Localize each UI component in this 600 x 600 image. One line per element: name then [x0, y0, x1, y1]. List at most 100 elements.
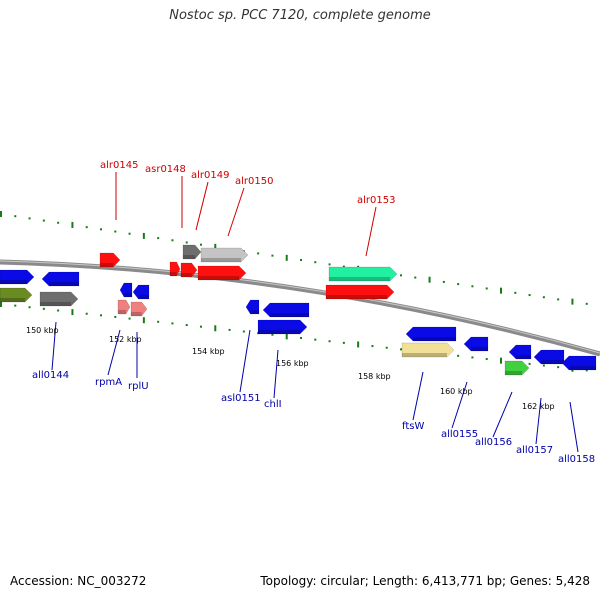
outer-tick-mark — [528, 294, 531, 297]
gene-arrow[interactable] — [533, 349, 565, 365]
outer-tick-mark — [185, 241, 188, 244]
gene-label-alr0149[interactable]: alr0149 — [191, 170, 229, 181]
inner-tick-mark — [114, 315, 117, 318]
gene-arrow[interactable] — [130, 301, 148, 317]
gene-arrow[interactable] — [257, 319, 308, 335]
inner-tick-mark — [271, 333, 274, 336]
gene-arrow[interactable] — [197, 265, 247, 281]
scale-label: 160 kbp — [440, 387, 473, 396]
outer-tick-mark — [585, 302, 588, 305]
inner-tick-mark — [0, 301, 2, 307]
scale-label: 150 kbp — [26, 326, 59, 335]
outer-tick-mark — [500, 287, 502, 294]
gene-label-all0144[interactable]: all0144 — [32, 370, 69, 381]
gene-arrow[interactable] — [39, 291, 79, 307]
gene-arrow[interactable] — [561, 355, 597, 371]
inner-tick-mark — [128, 317, 131, 320]
gene-label-rplU[interactable]: rplU — [128, 381, 149, 392]
gene-label-ftsW[interactable]: ftsW — [402, 421, 424, 432]
inner-tick-mark — [14, 304, 17, 307]
gene-arrow[interactable] — [180, 262, 198, 278]
gene-arrow-shade — [118, 310, 126, 314]
inner-tick-mark — [142, 317, 145, 324]
outer-tick-mark — [0, 211, 2, 217]
scale-label: 156 kbp — [276, 359, 309, 368]
gene-arrow-shade — [198, 276, 239, 280]
gene-arrow[interactable] — [245, 299, 260, 315]
inner-tick-mark — [28, 306, 31, 309]
gene-label-asl0151[interactable]: asl0151 — [221, 393, 261, 404]
scale-label: 154 kbp — [192, 347, 225, 356]
gene-arrow-shade — [49, 282, 79, 286]
gene-arrow-shade — [170, 272, 177, 276]
scale-label: 152 kbp — [109, 335, 142, 344]
inner-tick-mark — [457, 354, 460, 357]
gene-label-asr0148[interactable]: asr0148 — [145, 164, 186, 175]
outer-tick-mark — [557, 298, 560, 301]
scale-label: 158 kbp — [358, 372, 391, 381]
inner-tick-mark — [100, 314, 102, 317]
gene-arrow-shade — [270, 313, 309, 317]
outer-tick-mark — [514, 291, 517, 294]
inner-tick-mark — [342, 341, 345, 344]
gene-arrow[interactable] — [325, 284, 395, 300]
gene-arrow[interactable] — [463, 336, 489, 352]
gene-label-rpmA[interactable]: rpmA — [95, 377, 122, 388]
outer-tick-mark — [442, 280, 445, 283]
outer-tick-mark — [400, 274, 402, 277]
outer-tick-mark — [428, 276, 431, 283]
gene-arrow[interactable] — [169, 261, 181, 277]
inner-tick-mark — [200, 325, 202, 328]
inner-tick-mark — [157, 320, 160, 323]
inner-tick-mark — [528, 362, 531, 365]
label-leader-line — [227, 187, 245, 237]
inner-tick-mark — [171, 322, 174, 325]
label-leader-line — [273, 349, 279, 399]
outer-tick-mark — [271, 254, 274, 257]
outer-tick-mark — [300, 259, 302, 261]
gene-arrow[interactable] — [119, 282, 133, 298]
label-leader-line — [195, 181, 209, 231]
gene-label-all0158[interactable]: all0158 — [558, 454, 595, 465]
gene-arrow[interactable] — [508, 344, 532, 360]
outer-tick-mark — [71, 221, 74, 228]
outer-tick-mark — [57, 221, 60, 224]
gene-arrow-shade — [326, 295, 387, 299]
gene-arrow[interactable] — [405, 326, 457, 342]
gene-arrow-shade — [131, 312, 142, 316]
inner-tick-mark — [214, 325, 217, 332]
gene-arrow[interactable] — [504, 360, 530, 376]
outer-tick-mark — [142, 232, 145, 239]
gene-label-all0155[interactable]: all0155 — [441, 429, 478, 440]
gene-arrow[interactable] — [328, 266, 398, 282]
gene-arrow[interactable] — [200, 247, 249, 263]
inner-tick-mark — [242, 330, 245, 333]
gene-label-alr0145[interactable]: alr0145 — [100, 160, 138, 171]
gene-label-alr0150[interactable]: alr0150 — [235, 176, 273, 187]
gene-label-chlI[interactable]: chlI — [264, 399, 282, 410]
gene-arrow-shade — [0, 280, 27, 284]
gene-arrow[interactable] — [0, 287, 33, 303]
outer-tick-mark — [157, 237, 160, 240]
inner-tick-mark — [328, 340, 331, 343]
gene-arrow[interactable] — [0, 269, 35, 285]
outer-tick-mark — [128, 232, 131, 235]
gene-arrow-shade — [258, 330, 300, 334]
outer-tick-mark — [85, 226, 88, 229]
gene-arrow[interactable] — [117, 299, 131, 315]
gene-label-all0157[interactable]: all0157 — [516, 445, 553, 456]
gene-arrow[interactable] — [182, 244, 202, 260]
gene-arrow[interactable] — [99, 252, 121, 268]
gene-arrow-shade — [201, 258, 241, 262]
gene-arrow[interactable] — [262, 302, 310, 318]
outer-tick-row — [0, 211, 588, 305]
inner-tick-mark — [557, 366, 560, 369]
outer-tick-mark — [200, 243, 202, 246]
gene-label-all0156[interactable]: all0156 — [475, 437, 512, 448]
outer-tick-mark — [542, 296, 545, 299]
gene-label-alr0153[interactable]: alr0153 — [357, 195, 395, 206]
gene-arrow[interactable] — [132, 284, 150, 300]
gene-arrow[interactable] — [41, 271, 80, 287]
gene-arrow[interactable] — [401, 342, 455, 358]
